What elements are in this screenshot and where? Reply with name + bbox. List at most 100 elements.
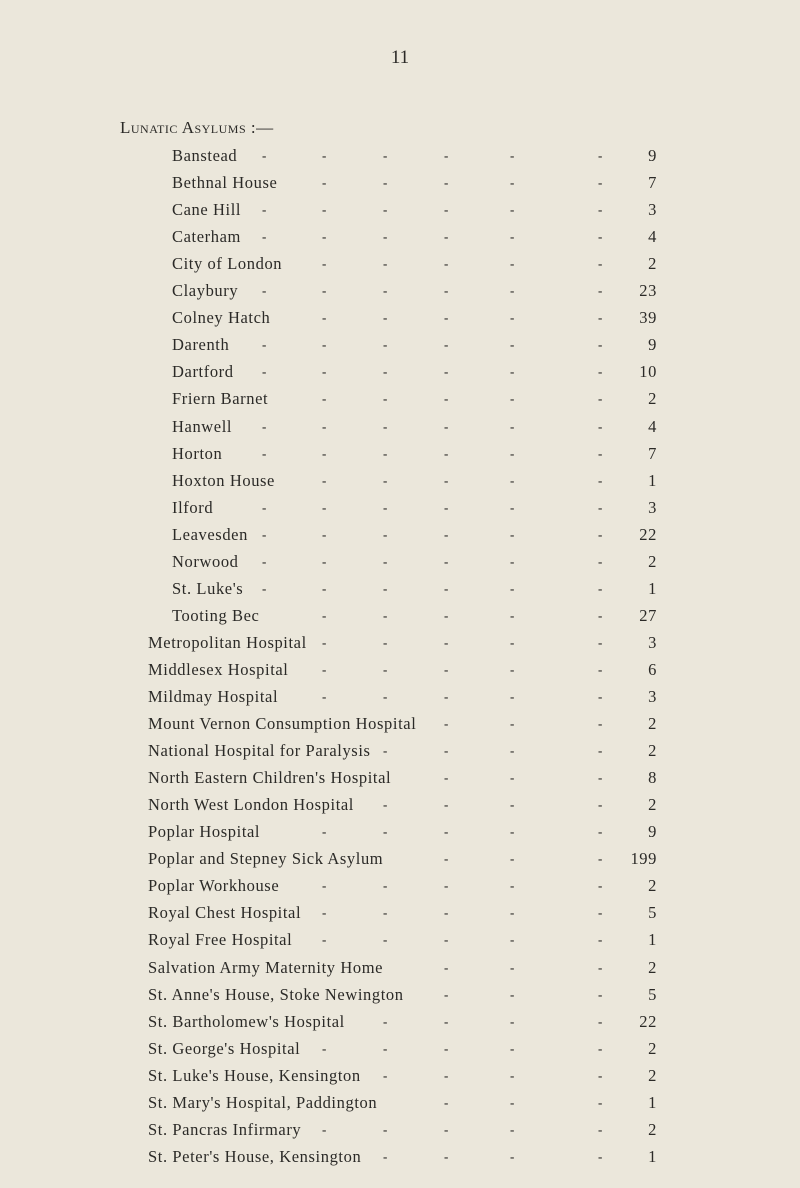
leader-dash: - bbox=[510, 202, 515, 218]
leader-dash: - bbox=[322, 824, 327, 840]
case-count: 2 bbox=[648, 551, 657, 571]
page-number: 11 bbox=[390, 47, 410, 68]
institution-name: National Hospital for Paralysis bbox=[148, 741, 371, 761]
leader-dash: - bbox=[444, 824, 449, 840]
asylum-row: Darenth 9 - - - - - - bbox=[0, 335, 800, 359]
leader-dash: - bbox=[322, 580, 327, 596]
institution-row: St. George's Hospital 2 - - - - - bbox=[0, 1039, 800, 1063]
case-count: 3 bbox=[648, 632, 657, 652]
leader-dash: - bbox=[262, 499, 267, 515]
leader-dash: - bbox=[383, 256, 388, 272]
institution-name: Leavesden bbox=[172, 524, 248, 544]
leader-dash: - bbox=[322, 878, 327, 894]
leader-dash: - bbox=[510, 905, 515, 921]
leader-dash: - bbox=[322, 418, 327, 434]
leader-dash: - bbox=[444, 499, 449, 515]
leader-dash: - bbox=[444, 553, 449, 569]
leader-dash: - bbox=[510, 337, 515, 353]
case-count: 2 bbox=[648, 1038, 657, 1058]
leader-dash: - bbox=[598, 878, 603, 894]
leader-dash: - bbox=[444, 580, 449, 596]
institution-name: Poplar Workhouse bbox=[148, 876, 280, 896]
case-count: 22 bbox=[639, 524, 657, 544]
leader-dash: - bbox=[383, 445, 388, 461]
leader-dash: - bbox=[383, 1121, 388, 1137]
leader-dash: - bbox=[444, 959, 449, 975]
leader-dash: - bbox=[383, 1040, 388, 1056]
leader-dash: - bbox=[322, 364, 327, 380]
leader-dash: - bbox=[383, 391, 388, 407]
case-count: 199 bbox=[630, 849, 657, 869]
leader-dash: - bbox=[383, 905, 388, 921]
case-count: 1 bbox=[648, 1092, 657, 1112]
leader-dash: - bbox=[510, 851, 515, 867]
institution-name: St. Mary's Hospital, Paddington bbox=[148, 1092, 378, 1112]
leader-dash: - bbox=[444, 905, 449, 921]
leader-dash: - bbox=[598, 1148, 603, 1164]
leader-dash: - bbox=[510, 878, 515, 894]
asylum-row: Leavesden 22 - - - - - - bbox=[0, 525, 800, 549]
institution-name: Tooting Bec bbox=[172, 605, 260, 625]
leader-dash: - bbox=[383, 1148, 388, 1164]
leader-dash: - bbox=[383, 607, 388, 623]
leader-dash: - bbox=[444, 878, 449, 894]
case-count: 7 bbox=[648, 443, 657, 463]
leader-dash: - bbox=[444, 716, 449, 732]
leader-dash: - bbox=[383, 229, 388, 245]
leader-dash: - bbox=[510, 148, 515, 163]
leader-dash: - bbox=[383, 175, 388, 191]
leader-dash: - bbox=[383, 310, 388, 326]
leader-dash: - bbox=[444, 175, 449, 191]
leader-dash: - bbox=[598, 229, 603, 245]
leader-dash: - bbox=[444, 1094, 449, 1110]
institution-row: Mount Vernon Consumption Hospital 2 - - - bbox=[0, 714, 800, 738]
asylum-row: City of London 2 - - - - - bbox=[0, 254, 800, 278]
institution-name: St. Anne's House, Stoke Newington bbox=[148, 984, 404, 1004]
case-count: 2 bbox=[648, 795, 657, 815]
leader-dash: - bbox=[444, 202, 449, 218]
case-count: 2 bbox=[648, 714, 657, 734]
leader-dash: - bbox=[510, 824, 515, 840]
leader-dash: - bbox=[383, 878, 388, 894]
case-count: 7 bbox=[648, 173, 657, 193]
leader-dash: - bbox=[383, 689, 388, 704]
leader-dash: - bbox=[510, 175, 515, 191]
institution-name: St. Luke's House, Kensington bbox=[148, 1065, 361, 1085]
leader-dash: - bbox=[598, 743, 603, 759]
leader-dash: - bbox=[598, 851, 603, 867]
leader-dash: - bbox=[510, 1121, 515, 1137]
leader-dash: - bbox=[383, 526, 388, 542]
case-count: 2 bbox=[648, 1119, 657, 1139]
leader-dash: - bbox=[322, 337, 327, 353]
leader-dash: - bbox=[444, 283, 449, 299]
leader-dash: - bbox=[510, 445, 515, 461]
leader-dash: - bbox=[510, 986, 515, 1002]
leader-dash: - bbox=[444, 1040, 449, 1056]
leader-dash: - bbox=[322, 932, 327, 948]
leader-dash: - bbox=[322, 472, 327, 488]
leader-dash: - bbox=[510, 472, 515, 488]
leader-dash: - bbox=[322, 607, 327, 623]
leader-dash: - bbox=[598, 256, 603, 272]
asylum-row: Horton 7 - - - - - - bbox=[0, 444, 800, 468]
leader-dash: - bbox=[322, 202, 327, 218]
leader-dash: - bbox=[598, 770, 603, 786]
case-count: 9 bbox=[648, 335, 657, 355]
institution-row: Salvation Army Maternity Home 2 - - - bbox=[0, 958, 800, 982]
leader-dash: - bbox=[262, 229, 267, 245]
case-count: 9 bbox=[648, 146, 657, 165]
leader-dash: - bbox=[598, 932, 603, 948]
leader-dash: - bbox=[444, 1121, 449, 1137]
institution-name: Bethnal House bbox=[172, 173, 278, 193]
case-count: 2 bbox=[648, 254, 657, 274]
leader-dash: - bbox=[510, 499, 515, 515]
leader-dash: - bbox=[444, 337, 449, 353]
institution-name: St. Luke's bbox=[172, 578, 244, 598]
leader-dash: - bbox=[510, 661, 515, 677]
leader-dash: - bbox=[262, 202, 267, 218]
institution-name: Darenth bbox=[172, 335, 230, 355]
leader-dash: - bbox=[444, 986, 449, 1002]
institution-name: Dartford bbox=[172, 362, 234, 382]
institution-name: Colney Hatch bbox=[172, 308, 271, 328]
leader-dash: - bbox=[598, 716, 603, 732]
